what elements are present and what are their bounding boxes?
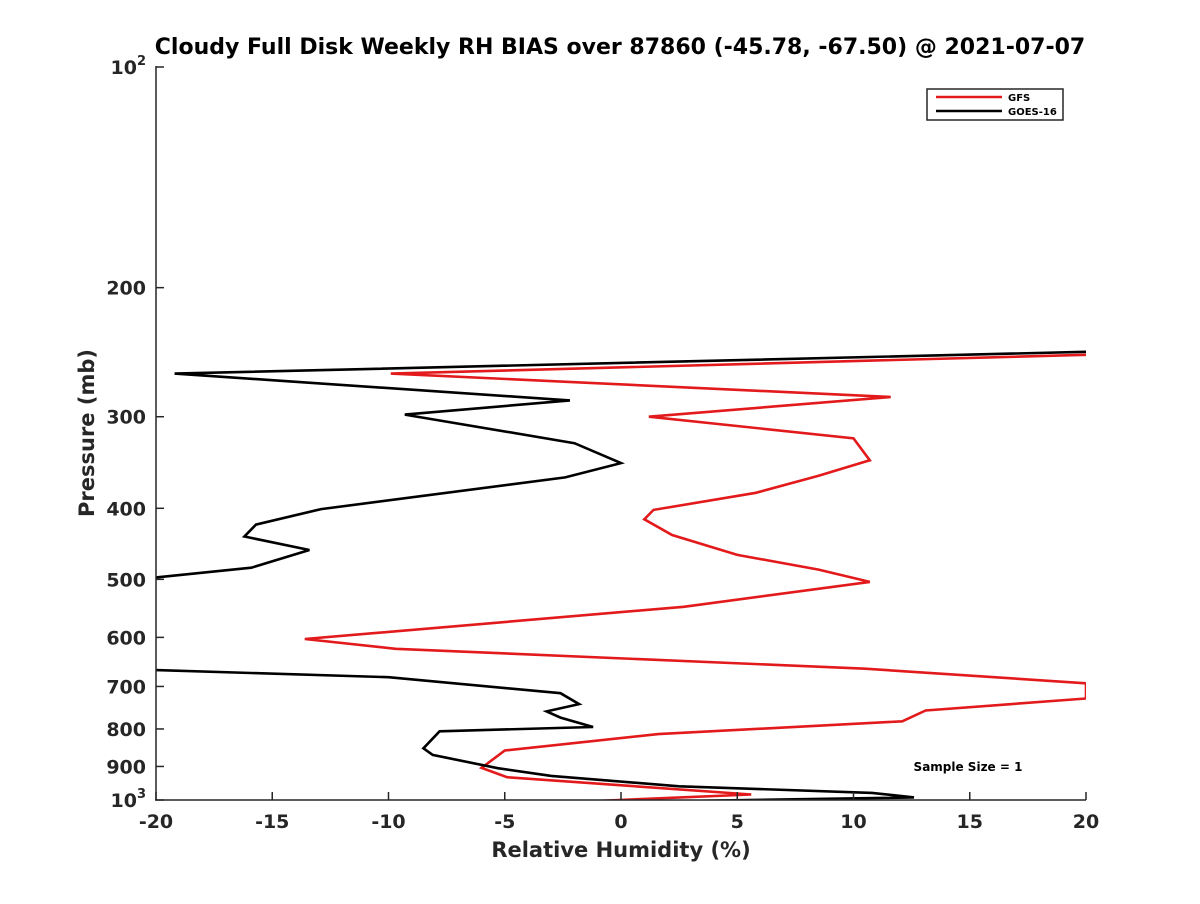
x-axis-title: Relative Humidity (%): [491, 838, 750, 862]
ticks-layer: -20 -15 -10 -5 0 5 10 15 20 102 200 300 400 500 600 700…: [106, 54, 1099, 833]
x-tick-label: -5: [494, 811, 515, 833]
x-tick-label: -10: [371, 811, 405, 833]
x-tick-label: -15: [255, 811, 289, 833]
legend-label: GFS: [1008, 93, 1030, 104]
series-line-2: [156, 668, 915, 800]
chart-title: Cloudy Full Disk Weekly RH BIAS over 878…: [155, 35, 1085, 60]
legend-label: GOES-16: [1008, 107, 1057, 118]
x-tick-label: 20: [1073, 811, 1099, 833]
y-tick-label: 300: [106, 407, 146, 429]
x-tick-label: -20: [139, 811, 173, 833]
series-layer: [156, 350, 1086, 800]
y-tick-label: 102: [111, 54, 147, 79]
series-line-0: [304, 353, 1086, 800]
y-tick-label: 500: [106, 569, 146, 591]
y-tick-label: 700: [106, 676, 146, 698]
x-tick-label: 0: [614, 811, 627, 833]
x-tick-label: 15: [957, 811, 983, 833]
y-tick-label: 800: [106, 719, 146, 741]
y-tick-label: 600: [106, 627, 146, 649]
y-tick-label: 103: [111, 787, 147, 812]
legend-box: [926, 88, 1064, 121]
y-axis-title: Pressure (mb): [75, 349, 99, 517]
series-line-1: [156, 350, 1086, 579]
y-tick-label: 200: [106, 278, 146, 300]
y-tick-label: 900: [106, 756, 146, 778]
x-tick-label: 10: [840, 811, 866, 833]
x-tick-label: 5: [731, 811, 744, 833]
sample-size-annotation: Sample Size = 1: [914, 760, 1023, 774]
y-tick-label: 400: [106, 498, 146, 520]
legend: GFS GOES-16: [926, 88, 1064, 121]
